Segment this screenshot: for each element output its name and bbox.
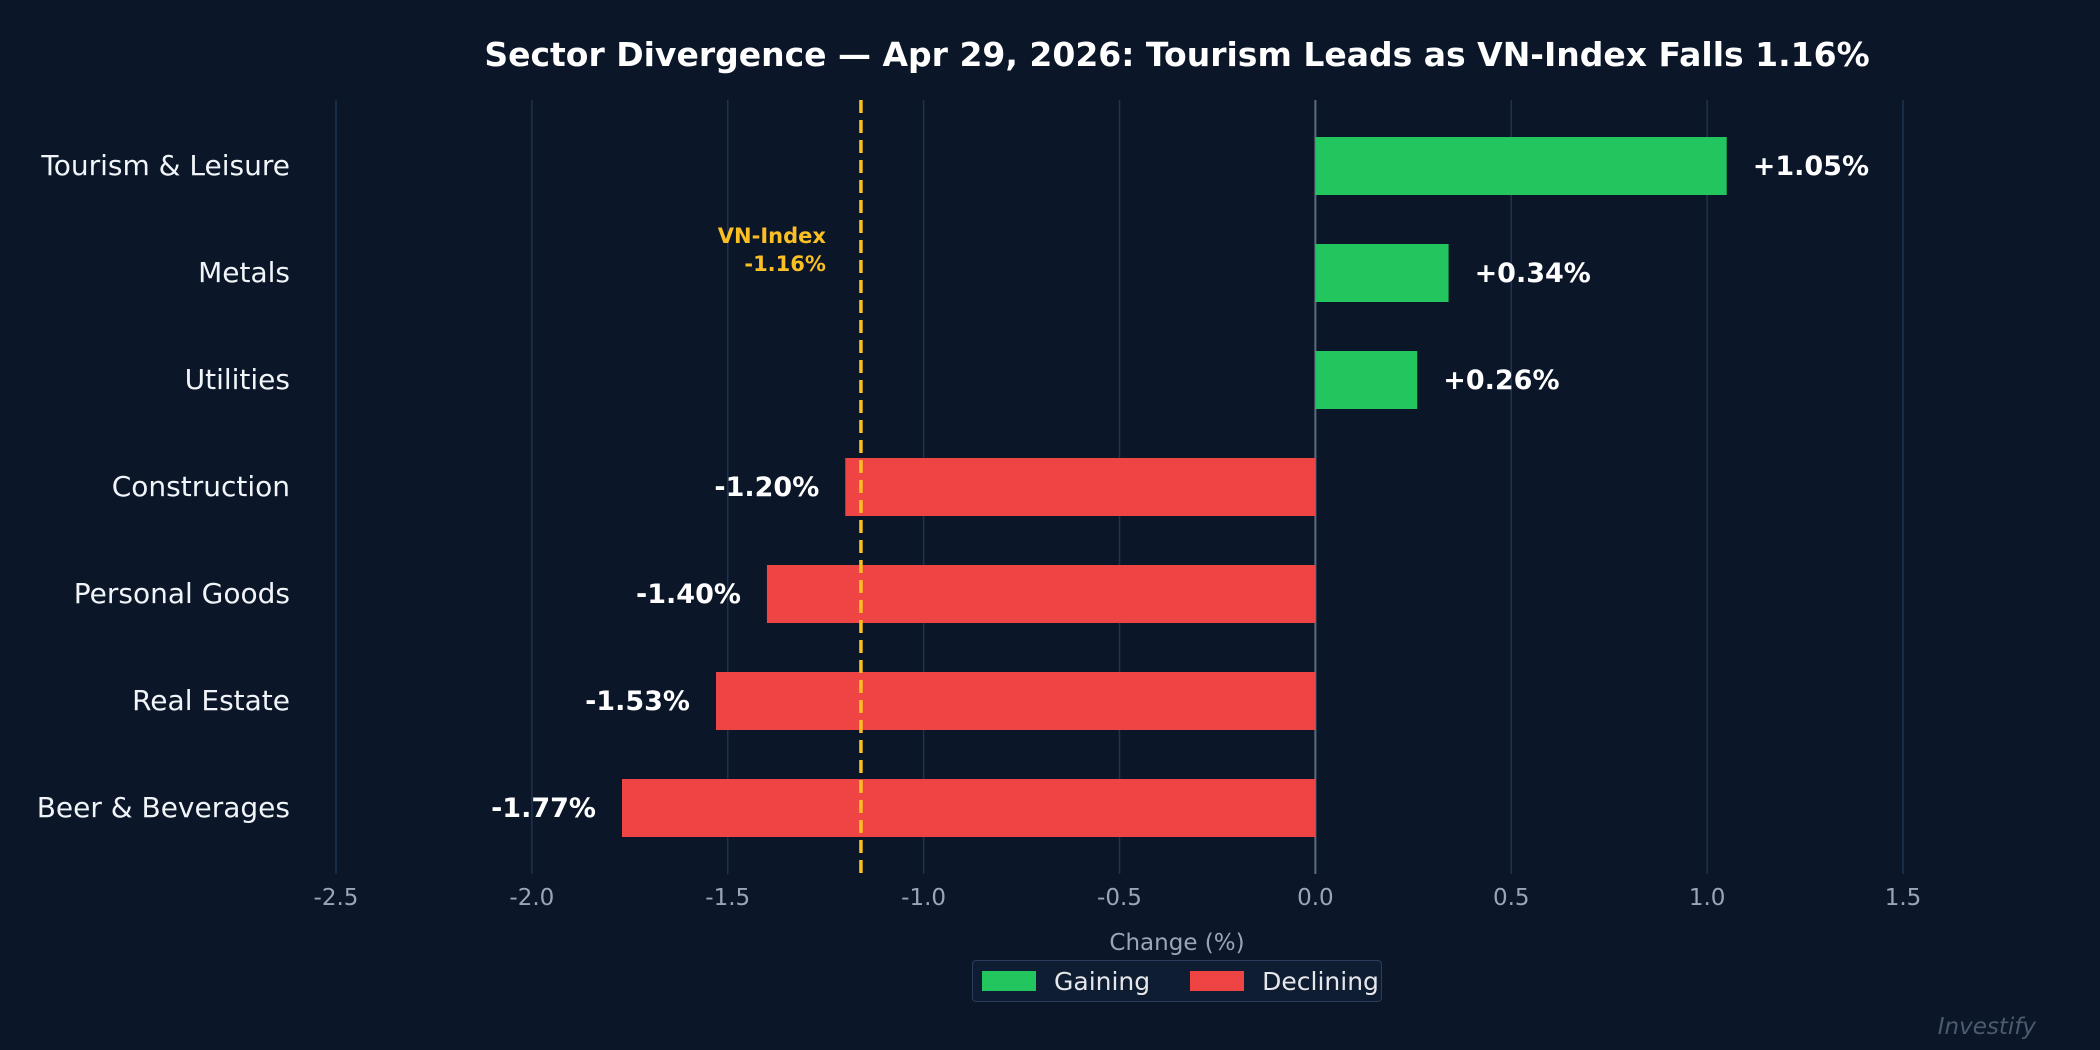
x-tick-label: 0.0 — [1297, 885, 1334, 911]
category-label: Real Estate — [132, 684, 290, 717]
category-label: Personal Goods — [74, 577, 290, 610]
legend-item-gaining: Gaining — [982, 967, 1150, 996]
legend-swatch-gaining — [982, 971, 1036, 991]
value-label: -1.53% — [585, 686, 690, 717]
bar — [621, 779, 1316, 837]
legend: Gaining Declining — [972, 960, 1382, 1002]
value-label: -1.20% — [714, 472, 819, 503]
bar-layer — [621, 137, 1727, 837]
reference-line-label: VN-Index — [718, 224, 827, 248]
x-tick-label: 0.5 — [1493, 885, 1530, 911]
x-tick-label: -1.5 — [705, 885, 750, 911]
x-tick-label: -0.5 — [1097, 885, 1142, 911]
value-label: +1.05% — [1753, 151, 1869, 182]
category-label: Beer & Beverages — [37, 791, 290, 824]
bar — [845, 458, 1316, 516]
legend-label-gaining: Gaining — [1054, 966, 1151, 996]
value-label: +0.34% — [1475, 258, 1591, 289]
x-tick-label: 1.0 — [1689, 885, 1726, 911]
category-label: Metals — [198, 256, 290, 289]
value-label: +0.26% — [1443, 365, 1559, 396]
category-label: Utilities — [185, 363, 290, 396]
legend-swatch-declining — [1190, 971, 1245, 991]
bar — [1315, 244, 1449, 302]
x-tick-label: -2.5 — [314, 885, 359, 911]
bar — [766, 565, 1316, 623]
x-tick-label: -2.0 — [509, 885, 554, 911]
reference-line-value-label: -1.16% — [744, 252, 826, 276]
bar — [1315, 137, 1727, 195]
bar — [1315, 351, 1418, 409]
value-label: -1.77% — [491, 793, 596, 824]
watermark: Investify — [1937, 1014, 2036, 1040]
chart-title: Sector Divergence — Apr 29, 2026: Touris… — [484, 35, 1869, 74]
category-label: Tourism & Leisure — [40, 149, 290, 182]
x-axis-label: Change (%) — [1109, 930, 1244, 956]
x-tick-label: 1.5 — [1885, 885, 1922, 911]
label-layer: -2.5 -2.0 -1.5 -1.0 -0.5 0.0 0.5 1.0 1.5 Tourism … — [37, 149, 1922, 911]
value-label: -1.40% — [636, 579, 741, 610]
x-tick-label: -1.0 — [901, 885, 946, 911]
bar — [715, 672, 1316, 730]
legend-label-declining: Declining — [1262, 966, 1379, 996]
category-label: Construction — [112, 470, 290, 503]
legend-item-declining: Declining — [1190, 967, 1379, 996]
